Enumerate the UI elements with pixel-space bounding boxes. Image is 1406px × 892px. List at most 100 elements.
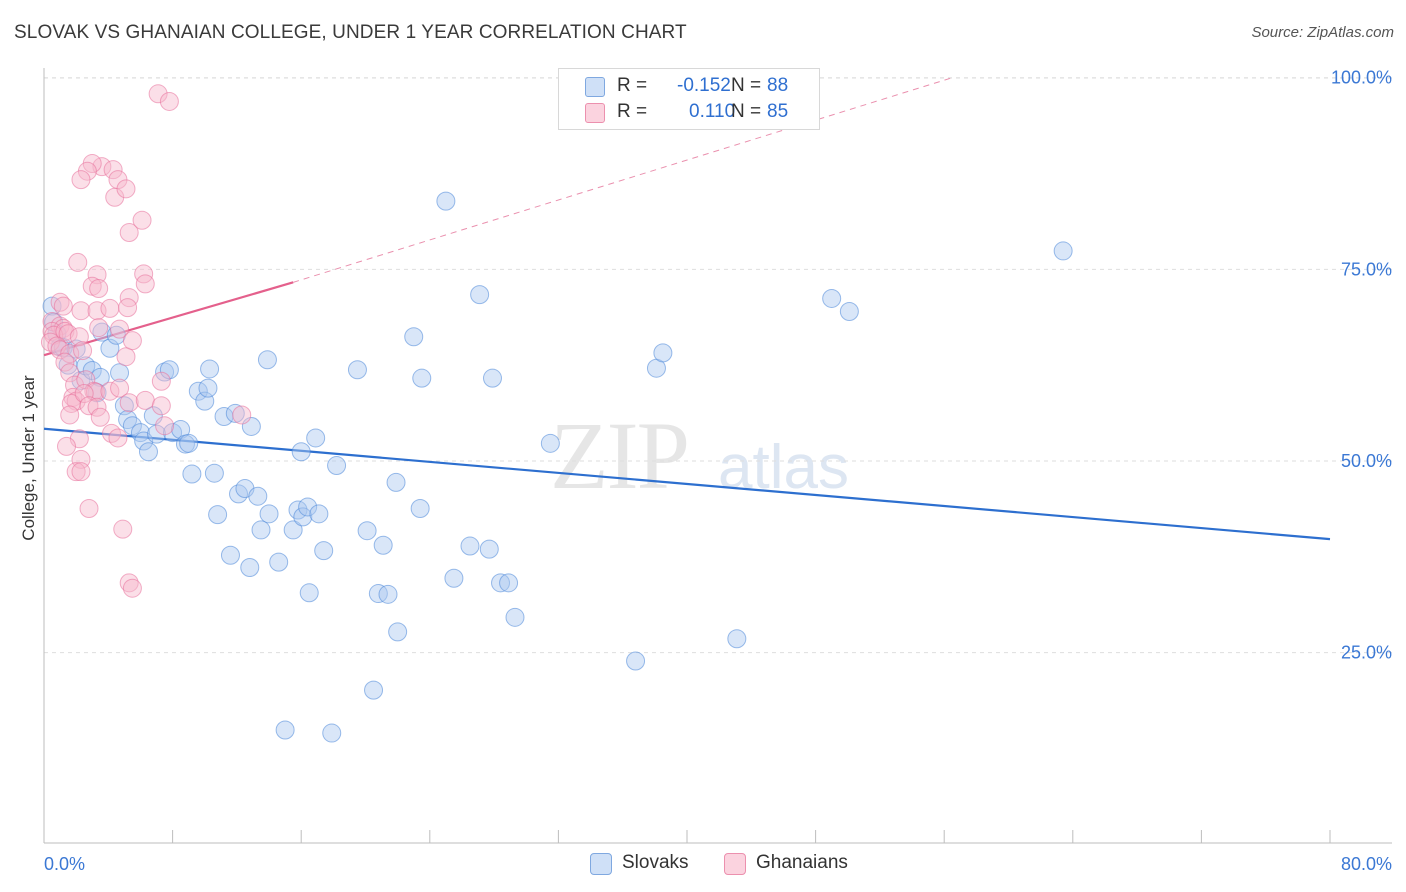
data-point [357,521,377,541]
legend-r-value: 0.110 [689,101,736,122]
source-credit: Source: ZipAtlas.com [1251,24,1394,41]
data-point [82,361,102,381]
data-point [79,396,99,416]
data-point [71,170,91,190]
data-point [232,405,252,425]
legend-n-value: 85 [767,101,789,122]
data-point [71,301,91,321]
data-point [113,519,133,539]
legend-n-label: N = [731,101,762,122]
series-label-slovaks: Slovaks [622,852,689,873]
data-point [378,584,398,604]
data-point [50,340,70,360]
data-point [198,378,218,398]
series-swatch-ghanaians [724,853,746,875]
data-point [499,573,519,593]
data-point [110,378,130,398]
data-point [653,343,673,363]
trend-line-slovaks [43,427,1331,541]
data-point [55,352,75,372]
data-point [479,539,499,559]
data-point [60,363,80,383]
data-point [299,583,319,603]
data-point [119,223,139,243]
data-point [66,462,86,482]
data-point [505,607,525,627]
data-point [122,578,142,598]
series-label-ghanaians: Ghanaians [756,852,848,873]
data-point [108,428,128,448]
data-point [204,463,224,483]
data-point [269,552,289,572]
series-legend: Slovaks Ghanaians [0,852,1406,878]
data-point [65,375,85,395]
legend-n-value: 88 [767,75,789,96]
data-point [412,368,432,388]
data-point [58,324,78,344]
data-points [40,84,1073,743]
data-point [151,371,171,391]
data-point [74,383,94,403]
data-point [89,278,109,298]
data-point [251,520,271,540]
data-point [386,472,406,492]
data-point [373,535,393,555]
data-point [134,264,154,284]
trend-line-ghanaians-extension [293,77,953,283]
data-point [275,720,295,740]
correlation-legend: R = -0.152 N = 88 R = 0.110 N = 85 [558,68,820,130]
data-point [368,584,388,604]
data-point [306,428,326,448]
series-ghanaians [40,84,252,598]
data-point [151,396,171,416]
data-point [119,573,139,593]
y-tick-label: 100.0% [1331,68,1392,88]
data-point [444,568,464,588]
data-point [293,507,313,527]
x-tick-label: 80.0% [1341,854,1392,874]
data-point [73,341,93,361]
data-point [135,390,155,410]
data-point [626,651,646,671]
y-tick-label: 25.0% [1341,643,1392,663]
y-axis-label: College, Under 1 year [19,375,38,541]
data-point [100,298,120,318]
data-point [839,301,859,321]
data-point [55,321,75,341]
data-point [309,504,329,524]
data-point [122,331,142,351]
data-point [283,520,303,540]
data-point [1053,241,1073,261]
x-tick-label: 0.0% [44,854,85,874]
data-point [118,298,138,318]
data-point [257,350,277,370]
data-point [322,723,342,743]
data-point [122,416,142,436]
data-point [240,557,260,577]
y-tick-label: 50.0% [1341,451,1392,471]
data-point [110,363,130,383]
data-point [225,403,245,423]
legend-n-label: N = [731,75,762,96]
data-point [60,405,80,425]
axis-labels: 25.0% 50.0% 75.0% 100.0% 0.0% 80.0% College, U… [19,68,1392,874]
data-point [460,536,480,556]
data-point [182,464,202,484]
y-tick-label: 75.0% [1341,259,1392,279]
data-point [229,484,249,504]
data-point [89,318,109,338]
legend-swatch-slovaks [585,77,605,97]
data-point [727,629,747,649]
data-point [314,541,334,561]
data-point [90,407,110,427]
data-point [50,292,70,312]
data-point [148,84,168,104]
legend-r-value: -0.152 [677,75,731,96]
data-point [436,191,456,211]
data-point [53,296,73,316]
data-point [159,91,179,111]
data-point [364,680,384,700]
data-point [220,545,240,565]
data-point [116,179,136,199]
